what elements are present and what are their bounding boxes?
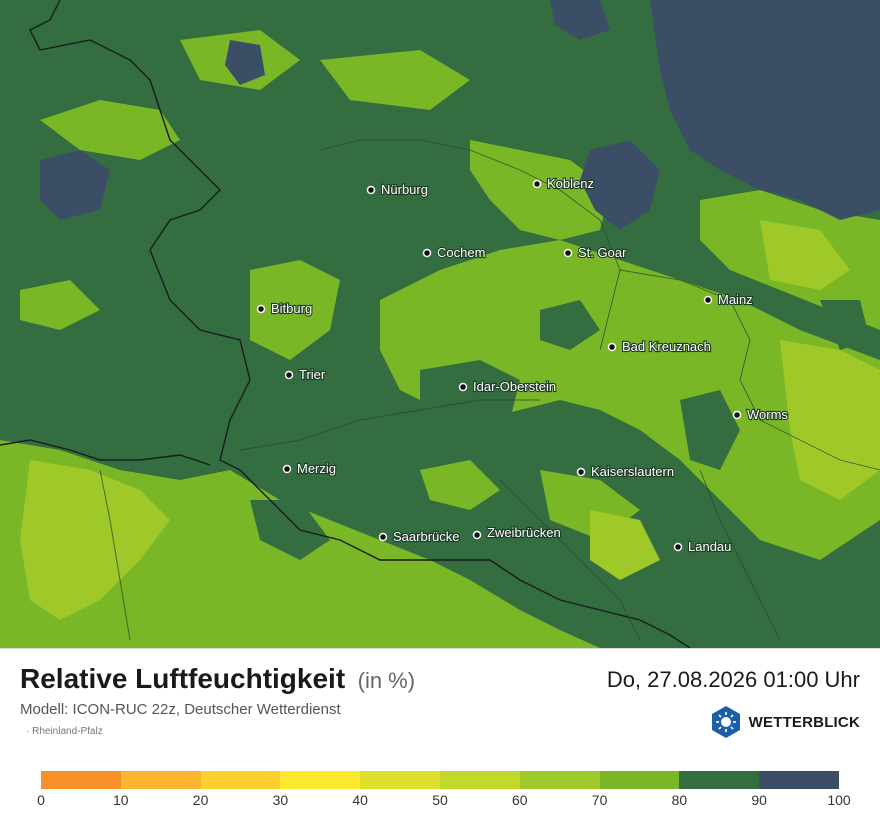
legend-tick-label: 80 bbox=[671, 792, 688, 808]
humidity-80-90-patches bbox=[250, 300, 870, 560]
state-borders bbox=[0, 0, 691, 648]
forecast-datetime: Do, 27.08.2026 01:00 Uhr bbox=[606, 667, 860, 692]
legend-tick-label: 70 bbox=[591, 792, 608, 808]
city-bad-kreuznach: Bad Kreuznach bbox=[607, 338, 712, 355]
legend-tick-label: 40 bbox=[352, 792, 368, 808]
city-label: Bad Kreuznach bbox=[622, 339, 711, 354]
legend-tick-label: 50 bbox=[432, 792, 448, 808]
city-label: Mainz bbox=[718, 292, 753, 307]
legend-tick-label: 90 bbox=[751, 792, 767, 808]
district-borders bbox=[99, 139, 880, 641]
city-cochem: Cochem bbox=[422, 244, 487, 261]
city-nurburg: Nürburg bbox=[366, 181, 429, 198]
city-worms: Worms bbox=[732, 406, 790, 423]
brand-name: WETTERBLICK bbox=[748, 713, 860, 731]
city-label: Kaiserslautern bbox=[591, 464, 674, 479]
city-label: Idar-Oberstein bbox=[473, 379, 556, 394]
city-markers: Nürburg Koblenz Cochem St. Goar Mainz Bi… bbox=[256, 175, 790, 555]
brand-logo: WETTERBLICK bbox=[709, 705, 860, 739]
city-saarbruecken: Saarbrücke bbox=[378, 528, 461, 545]
legend-tick-label: 10 bbox=[113, 792, 129, 808]
city-label: Worms bbox=[747, 407, 788, 422]
legend-tick-label: 0 bbox=[37, 792, 45, 808]
city-label: Landau bbox=[688, 539, 731, 554]
legend-tick-label: 20 bbox=[192, 792, 209, 808]
city-label: Saarbrücke bbox=[393, 529, 459, 544]
city-landau: Landau bbox=[673, 538, 732, 555]
legend-tick-label: 100 bbox=[827, 792, 851, 808]
humidity-90-100-areas bbox=[40, 0, 880, 230]
legend-swatch-6 bbox=[519, 771, 600, 789]
legend-swatch-3 bbox=[280, 771, 361, 789]
city-bitburg: Bitburg bbox=[256, 300, 313, 317]
city-trier: Trier bbox=[284, 366, 327, 383]
city-st-goar: St. Goar bbox=[563, 244, 628, 261]
region-label: · Rheinland-Pfalz bbox=[26, 726, 103, 737]
model-source: Modell: ICON-RUC 22z, Deutscher Wetterdi… bbox=[20, 701, 341, 718]
weather-sun-icon bbox=[711, 706, 740, 738]
legend-swatch-0 bbox=[41, 771, 121, 789]
humidity-60-70-areas bbox=[20, 220, 880, 620]
city-label: Bitburg bbox=[271, 301, 312, 316]
legend-swatch-5 bbox=[439, 771, 520, 789]
city-label: Cochem bbox=[437, 245, 485, 260]
legend-swatch-4 bbox=[360, 771, 440, 789]
city-idar-oberstein: Idar-Oberstein bbox=[458, 378, 557, 395]
map-title: Relative Luftfeuchtigkeit bbox=[20, 663, 346, 694]
city-merzig: Merzig bbox=[282, 460, 337, 477]
legend-swatch-9 bbox=[759, 771, 839, 789]
legend-panel: Relative Luftfeuchtigkeit (in %) Do, 27.… bbox=[0, 648, 880, 831]
legend-swatch-2 bbox=[200, 771, 281, 789]
legend-swatch-7 bbox=[599, 771, 680, 789]
legend-tick-label: 60 bbox=[512, 792, 528, 808]
legend-swatch-8 bbox=[679, 771, 760, 789]
city-kaiserslautern: Kaiserslautern bbox=[576, 463, 675, 480]
legend-swatch-1 bbox=[120, 771, 201, 789]
map-unit: (in %) bbox=[357, 668, 416, 693]
city-label: St. Goar bbox=[578, 245, 627, 260]
city-label: Merzig bbox=[297, 461, 336, 476]
city-zweibruecken: Zweibrücken bbox=[472, 524, 562, 541]
city-label: Trier bbox=[299, 367, 326, 382]
city-label: Zweibrücken bbox=[487, 525, 561, 540]
city-mainz: Mainz bbox=[703, 291, 754, 308]
legend-colorbar bbox=[41, 771, 839, 789]
city-koblenz: Koblenz bbox=[532, 175, 595, 192]
humidity-map: Nürburg Koblenz Cochem St. Goar Mainz Bi… bbox=[0, 0, 880, 648]
city-label: Nürburg bbox=[381, 182, 428, 197]
legend-tick-label: 30 bbox=[272, 792, 289, 808]
legend-ticks: 0 10 20 30 40 50 60 70 80 90 100 bbox=[37, 792, 851, 810]
title-row: Relative Luftfeuchtigkeit (in %) bbox=[20, 663, 415, 695]
city-label: Koblenz bbox=[547, 176, 594, 191]
